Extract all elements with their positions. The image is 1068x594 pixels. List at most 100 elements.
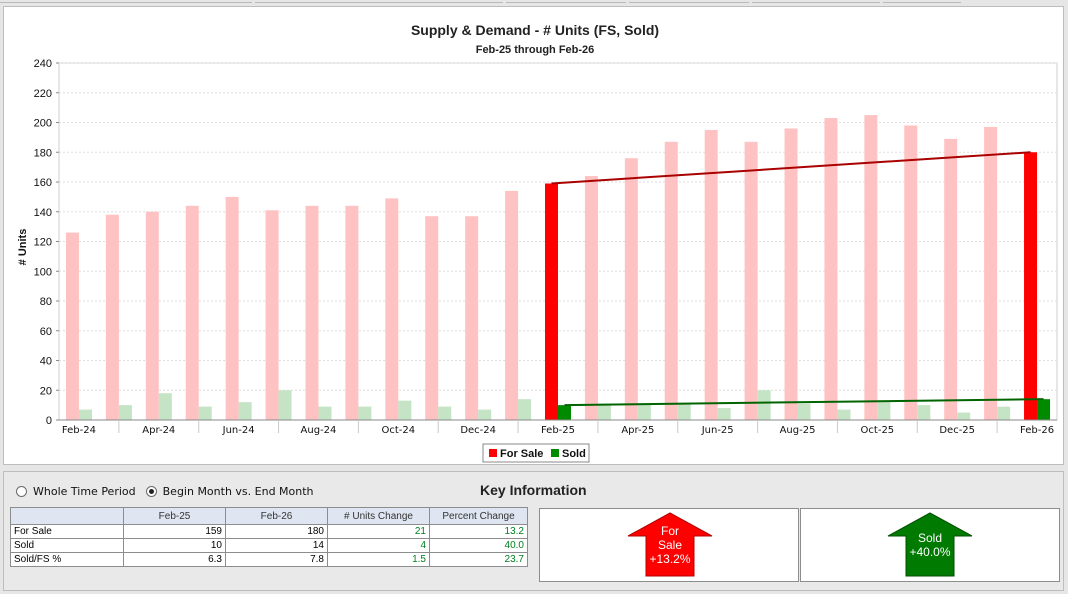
table-cell: Sold/FS %	[10, 552, 124, 567]
x-tick-label: Feb-25	[541, 425, 575, 436]
x-tick-label: Feb-26	[1020, 425, 1054, 436]
y-tick-label: 220	[34, 88, 52, 100]
table-cell: 23.7	[429, 552, 528, 567]
for-sale-bar	[824, 118, 838, 420]
table-cell: Sold	[10, 538, 124, 553]
table-row: For Sale 159 180 21 13.2	[10, 524, 528, 539]
top-tab[interactable]	[0, 0, 252, 3]
sold-bar	[198, 406, 212, 420]
up-arrow-icon: For Sale +13.2%	[627, 512, 713, 577]
for-sale-bar	[864, 115, 878, 420]
x-tick-label: Aug-24	[301, 425, 337, 436]
sold-bar	[438, 406, 452, 420]
for-sale-bar	[984, 126, 998, 421]
whole-time-period-label: Whole Time Period	[33, 485, 136, 498]
table-cell: 14	[225, 538, 328, 553]
chart-title: Supply & Demand - # Units (FS, Sold)	[411, 22, 659, 38]
x-tick-label: Apr-25	[621, 425, 654, 436]
sold-bar	[677, 403, 691, 420]
table-cell: 4	[327, 538, 430, 553]
key-information-title: Key Information	[480, 482, 587, 498]
sold-bar	[558, 405, 571, 420]
for-sale-bar	[704, 129, 718, 420]
up-arrow-icon: Sold +40.0%	[887, 512, 973, 577]
x-tick-label: Jun-24	[222, 425, 255, 436]
for-sale-arrow-line3: +13.2%	[649, 552, 690, 566]
table-header	[10, 507, 124, 525]
for-sale-bar	[65, 232, 79, 420]
chart-panel: Supply & Demand - # Units (FS, Sold) Feb…	[3, 6, 1064, 465]
sold-bar	[118, 405, 132, 420]
sold-bar	[478, 409, 492, 420]
for-sale-arrow-line2: Sale	[658, 538, 682, 552]
for-sale-bar	[505, 190, 519, 420]
x-tick-label: Apr-24	[142, 425, 175, 436]
x-tick-label: Aug-25	[780, 425, 816, 436]
table-header: Feb-26	[225, 507, 328, 525]
whole-time-period-radio[interactable]: Whole Time Period	[16, 485, 136, 498]
legend-swatch-sold	[551, 449, 559, 457]
begin-end-month-radio[interactable]: Begin Month vs. End Month	[145, 485, 314, 498]
table-cell: 10	[123, 538, 226, 553]
y-tick-label: 160	[34, 177, 52, 189]
y-tick-label: 180	[34, 147, 52, 159]
sold-bar	[837, 409, 851, 420]
table-cell: 159	[123, 524, 226, 539]
table-cell: 13.2	[429, 524, 528, 539]
sold-bar	[1037, 399, 1051, 420]
for-sale-arrow-line1: For	[661, 524, 679, 538]
for-sale-bar	[744, 141, 758, 420]
sold-bar	[78, 409, 92, 420]
chart-subtitle: Feb-25 through Feb-26	[476, 44, 595, 56]
table-header: # Units Change	[327, 507, 430, 525]
x-tick-label: Feb-24	[62, 425, 96, 436]
table-cell: 7.8	[225, 552, 328, 567]
y-axis-label: # Units	[17, 229, 29, 266]
table-header: Percent Change	[429, 507, 528, 525]
table-cell: 40.0	[429, 538, 528, 553]
time-period-options: Whole Time Period Begin Month vs. End Mo…	[16, 485, 324, 498]
for-sale-bar	[345, 205, 359, 420]
top-tab[interactable]	[629, 0, 749, 3]
for-sale-bar	[584, 176, 598, 420]
y-tick-label: 200	[34, 118, 52, 130]
top-tab[interactable]	[883, 0, 961, 3]
x-tick-label: Dec-25	[939, 425, 975, 436]
table-cell: For Sale	[10, 524, 124, 539]
sold-bar	[238, 402, 252, 420]
sold-bar	[358, 406, 372, 420]
top-tab[interactable]	[506, 0, 626, 3]
sold-bar	[158, 393, 172, 420]
sold-bar	[917, 405, 931, 420]
y-tick-label: 80	[40, 296, 52, 308]
y-tick-label: 60	[40, 326, 52, 338]
for-sale-trend-line	[551, 151, 1031, 185]
sold-arrow-line1: Sold	[918, 531, 942, 545]
table-cell: 1.5	[327, 552, 430, 567]
top-tab[interactable]	[255, 0, 503, 3]
table-header-row: Feb-25 Feb-26 # Units Change Percent Cha…	[10, 507, 528, 525]
begin-end-month-label: Begin Month vs. End Month	[162, 485, 314, 498]
for-sale-bar	[624, 158, 638, 420]
x-tick-label: Dec-24	[460, 425, 496, 436]
top-tab[interactable]	[752, 0, 880, 3]
y-tick-label: 240	[34, 58, 52, 70]
for-sale-bar	[904, 125, 918, 420]
table-cell: 180	[225, 524, 328, 539]
y-tick-label: 0	[46, 415, 52, 427]
radio-icon[interactable]	[16, 486, 27, 497]
sold-change-box: Sold +40.0%	[800, 508, 1060, 582]
sold-trend-line	[564, 398, 1044, 407]
for-sale-bar	[145, 211, 159, 420]
sold-bar	[318, 406, 332, 420]
table-row: Sold/FS % 6.3 7.8 1.5 23.7	[10, 552, 528, 567]
chart-legend	[482, 443, 590, 463]
for-sale-bar	[1024, 152, 1038, 420]
table-cell: 6.3	[123, 552, 226, 567]
for-sale-bar	[944, 138, 958, 421]
sold-bar	[877, 402, 891, 420]
for-sale-change-box: For Sale +13.2%	[539, 508, 799, 582]
radio-selected-icon[interactable]	[145, 486, 157, 497]
supply-demand-chart: Supply & Demand - # Units (FS, Sold) Feb…	[17, 22, 1058, 463]
table-cell: 21	[327, 524, 430, 539]
